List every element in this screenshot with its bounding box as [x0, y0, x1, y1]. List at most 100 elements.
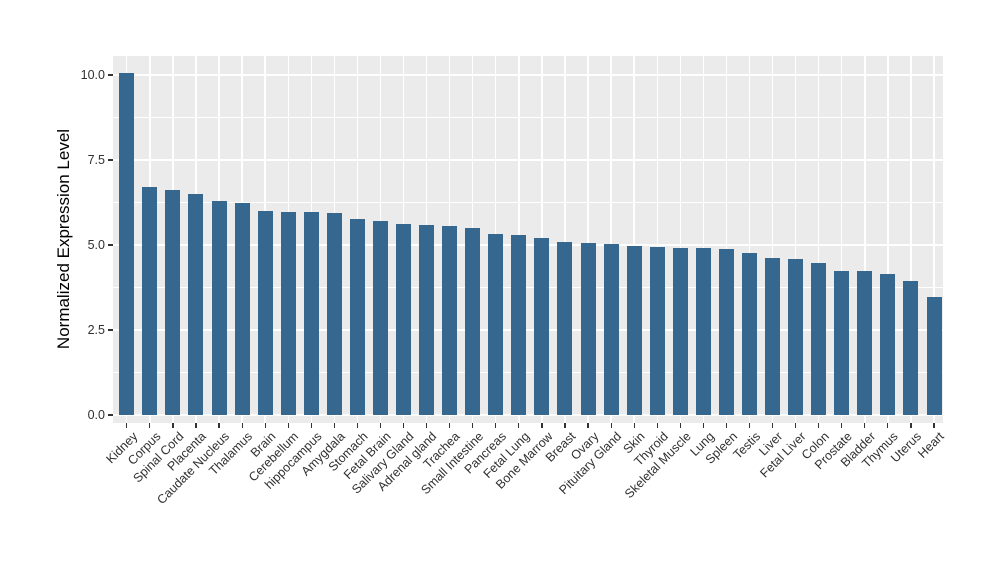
- y-tick: [108, 74, 113, 76]
- x-tick: [541, 423, 543, 428]
- x-gridline: [610, 56, 612, 423]
- y-tick: [108, 329, 113, 331]
- bar: [511, 235, 527, 415]
- x-tick: [218, 423, 220, 428]
- x-gridline: [725, 56, 728, 423]
- bar: [419, 225, 435, 415]
- x-tick: [518, 423, 520, 428]
- bar: [534, 237, 550, 415]
- x-tick: [587, 423, 589, 428]
- y-tick-label: 10.0: [80, 68, 105, 82]
- major-gridline: [113, 74, 943, 76]
- bar: [903, 281, 919, 415]
- x-tick: [426, 423, 428, 428]
- x-tick: [472, 423, 474, 428]
- plot-panel: [113, 56, 943, 423]
- x-tick: [864, 423, 866, 428]
- bar: [372, 220, 388, 415]
- x-tick: [333, 423, 335, 428]
- bar: [603, 244, 619, 415]
- bar: [326, 212, 342, 415]
- bar: [857, 271, 873, 415]
- x-gridline: [656, 56, 658, 423]
- bar: [303, 212, 319, 415]
- x-gridline: [817, 56, 820, 423]
- bar: [649, 247, 665, 415]
- x-gridline: [564, 56, 566, 423]
- bar: [626, 246, 642, 415]
- x-tick: [356, 423, 359, 428]
- bar: [926, 296, 942, 415]
- x-tick: [449, 423, 451, 428]
- bar: [765, 257, 781, 415]
- major-gridline: [113, 159, 943, 161]
- bar: [718, 249, 734, 415]
- x-tick: [702, 423, 704, 428]
- x-gridline: [633, 56, 635, 423]
- bar: [788, 259, 804, 415]
- bar: [880, 273, 896, 415]
- x-gridline: [748, 56, 751, 423]
- x-tick: [818, 423, 820, 428]
- bar: [811, 262, 827, 415]
- y-tick-label: 7.5: [87, 153, 105, 167]
- x-tick: [195, 423, 197, 428]
- bar: [488, 234, 504, 415]
- x-tick: [264, 423, 266, 428]
- bar: [280, 211, 296, 415]
- x-tick: [748, 423, 751, 428]
- x-tick: [633, 423, 635, 428]
- x-tick: [679, 423, 681, 428]
- x-tick: [771, 423, 774, 428]
- x-tick-label: Heart: [915, 429, 948, 461]
- x-tick: [126, 423, 128, 428]
- bar: [257, 210, 273, 415]
- x-tick: [379, 423, 382, 428]
- y-tick: [108, 244, 113, 246]
- bar: [165, 189, 181, 415]
- bar: [672, 248, 688, 415]
- bar: [580, 242, 596, 415]
- x-gridline: [679, 56, 681, 423]
- x-tick: [610, 423, 612, 428]
- bar: [834, 270, 850, 415]
- x-tick: [725, 423, 728, 428]
- bar: [188, 194, 204, 415]
- minor-gridline: [113, 287, 943, 288]
- x-tick: [402, 423, 405, 428]
- y-tick: [108, 159, 113, 161]
- bar: [442, 225, 458, 415]
- x-gridline: [841, 56, 843, 423]
- bar: [119, 73, 135, 415]
- x-tick: [241, 423, 243, 428]
- bar: [211, 200, 227, 415]
- x-tick: [841, 423, 843, 428]
- bar: [142, 186, 158, 415]
- major-gridline: [113, 414, 943, 416]
- minor-gridline: [113, 202, 943, 203]
- minor-gridline: [113, 372, 943, 373]
- x-gridline: [864, 56, 866, 423]
- bar: [234, 202, 250, 415]
- x-tick: [656, 423, 658, 428]
- bar: [742, 252, 757, 415]
- x-gridline: [887, 56, 889, 423]
- bar: [695, 248, 711, 415]
- y-tick-label: 5.0: [87, 238, 105, 252]
- x-tick: [564, 423, 566, 428]
- x-tick: [933, 423, 935, 428]
- bar: [557, 241, 573, 415]
- major-gridline: [113, 329, 943, 331]
- x-gridline: [910, 56, 912, 423]
- y-tick-label: 2.5: [87, 323, 105, 337]
- major-gridline: [113, 244, 943, 246]
- x-gridline: [933, 56, 935, 423]
- y-tick-label: 0.0: [87, 408, 105, 422]
- bar: [465, 227, 481, 415]
- y-tick: [108, 414, 113, 416]
- x-gridline: [702, 56, 705, 423]
- x-tick: [149, 423, 151, 428]
- x-gridline: [587, 56, 589, 423]
- x-gridline: [794, 56, 797, 423]
